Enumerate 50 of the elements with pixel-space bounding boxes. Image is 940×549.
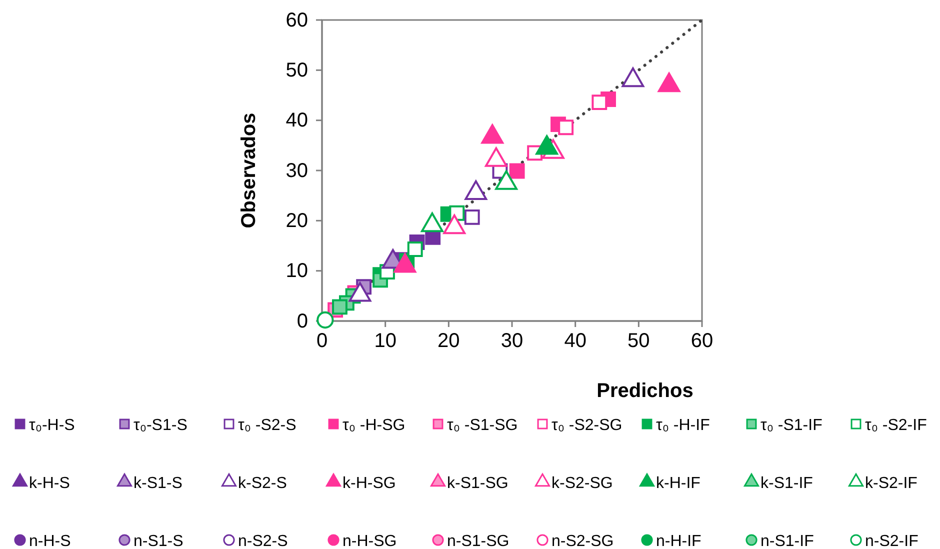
legend-label: n-S2-SG	[552, 533, 614, 549]
x-axis-title: Predichos	[596, 380, 694, 402]
legend-label: n-S2-IF	[865, 533, 919, 549]
legend-label: k-S1-SG	[447, 475, 508, 492]
legend-label: τ₀ -H-SG	[342, 417, 406, 434]
legend-label: k-H-IF	[656, 475, 701, 492]
legend-label: k-H-SG	[342, 475, 396, 492]
y-tick-label: 10	[286, 260, 308, 282]
legend-label: k-H-S	[29, 475, 70, 492]
point	[316, 311, 334, 329]
legend-label: n-S1-S	[134, 533, 184, 549]
legend-label: τ₀ -S2-IF	[865, 417, 928, 434]
y-tick-label: 40	[286, 110, 308, 132]
x-tick-label: 50	[628, 330, 650, 352]
legend-label: n-S2-S	[238, 533, 288, 549]
point	[407, 242, 423, 257]
y-tick-label: 30	[286, 160, 308, 182]
y-tick-label: 20	[286, 210, 308, 232]
legend-label: k-S2-IF	[865, 475, 918, 492]
x-tick-label: 20	[438, 330, 460, 352]
x-tick-label: 40	[564, 330, 586, 352]
legend-label: k-S1-IF	[760, 475, 814, 492]
y-axis-title: Observados	[238, 112, 260, 228]
point	[464, 209, 480, 225]
legend-label: n-S1-SG	[447, 533, 510, 549]
point	[332, 299, 348, 315]
legend-label: n-S1-IF	[760, 533, 814, 549]
x-tick-label: 10	[374, 330, 396, 352]
x-tick-label: 30	[500, 330, 524, 352]
legend-label: τ₀ -S2-SG	[552, 417, 622, 434]
point	[592, 94, 608, 110]
x-tick-label: 60	[690, 330, 714, 352]
x-tick-label: 0	[316, 330, 328, 352]
legend-label: τ₀-H-S	[29, 417, 75, 434]
legend-label: n-H-IF	[656, 533, 702, 549]
y-tick-label: 60	[286, 9, 308, 32]
point	[509, 163, 525, 179]
legend-label: k-S2-S	[238, 475, 287, 492]
legend-label: τ₀ -S2-S	[238, 417, 296, 434]
legend-label: τ₀ -S1-SG	[447, 417, 518, 434]
legend-label: n-H-SG	[342, 533, 397, 549]
legend-label: n-H-S	[29, 533, 71, 549]
legend-label: τ₀ -S1-IF	[760, 417, 823, 434]
legend-label: τ₀ -H-IF	[656, 417, 710, 434]
legend-label: k-S1-S	[134, 475, 182, 492]
y-tick-label: 0	[296, 310, 308, 332]
legend-label: k-S2-SG	[552, 475, 613, 492]
point	[558, 120, 574, 136]
legend-label: τ₀-S1-S	[134, 417, 188, 434]
y-tick-label: 50	[286, 60, 308, 82]
